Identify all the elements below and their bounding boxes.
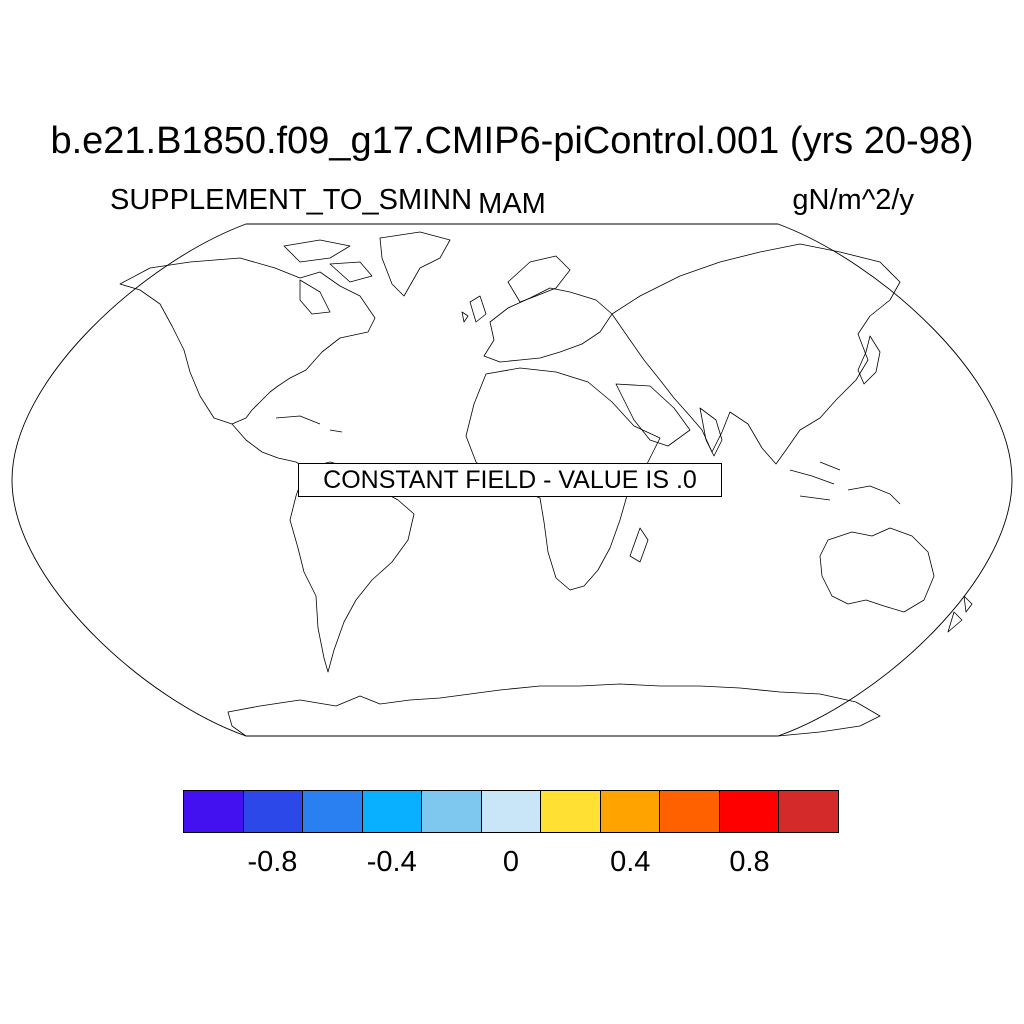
- coastlines: [119, 231, 973, 737]
- coast-arabia: [615, 383, 691, 447]
- colorbar-swatch: [184, 791, 244, 832]
- coast-british-isles: [461, 295, 487, 323]
- coast-scandinavia: [507, 255, 571, 303]
- colorbar-tick-label: 0.4: [610, 846, 651, 878]
- constant-field-annotation: CONSTANT FIELD - VALUE IS .0: [298, 463, 722, 497]
- colorbar-swatch: [481, 791, 542, 832]
- colorbar-swatch: [362, 791, 423, 832]
- colorbar-tick-label: -0.8: [247, 846, 298, 878]
- colorbar: [183, 790, 839, 833]
- colorbar-swatch: [660, 791, 720, 832]
- coast-caribbean: [275, 415, 343, 433]
- coast-hudson-bay: [299, 279, 331, 315]
- coast-europe: [483, 287, 613, 363]
- main-title: b.e21.B1850.f09_g17.CMIP6-piControl.001 …: [50, 120, 974, 162]
- colorbar-swatch: [719, 791, 780, 832]
- colorbar-swatch: [303, 791, 363, 832]
- coast-india: [699, 407, 723, 457]
- colorbar-tick-label: 0: [502, 846, 520, 878]
- coast-greenland: [379, 231, 451, 297]
- colorbar-swatch: [779, 791, 839, 832]
- season-label: MAM: [478, 188, 546, 220]
- coast-se-asia-islands: [789, 461, 901, 505]
- coast-madagascar: [629, 527, 649, 563]
- coast-antarctica: [227, 683, 881, 737]
- coast-asia: [611, 243, 901, 465]
- colorbar-swatch: [541, 791, 601, 832]
- colorbar-tick-label: 0.8: [729, 846, 770, 878]
- colorbar-tick-label: -0.4: [366, 846, 417, 878]
- coast-australia: [819, 527, 935, 613]
- colorbar-swatch: [422, 791, 482, 832]
- coast-japan: [857, 335, 881, 385]
- colorbar-swatch: [243, 791, 304, 832]
- coast-central-america: [231, 423, 307, 469]
- coast-north-america: [119, 257, 376, 425]
- colorbar-swatch: [600, 791, 661, 832]
- coast-arctic-islands: [283, 239, 373, 283]
- variable-name: SUPPLEMENT_TO_SMINN: [110, 184, 473, 216]
- coast-new-zealand: [947, 595, 973, 633]
- units-label: gN/m^2/y: [792, 184, 914, 216]
